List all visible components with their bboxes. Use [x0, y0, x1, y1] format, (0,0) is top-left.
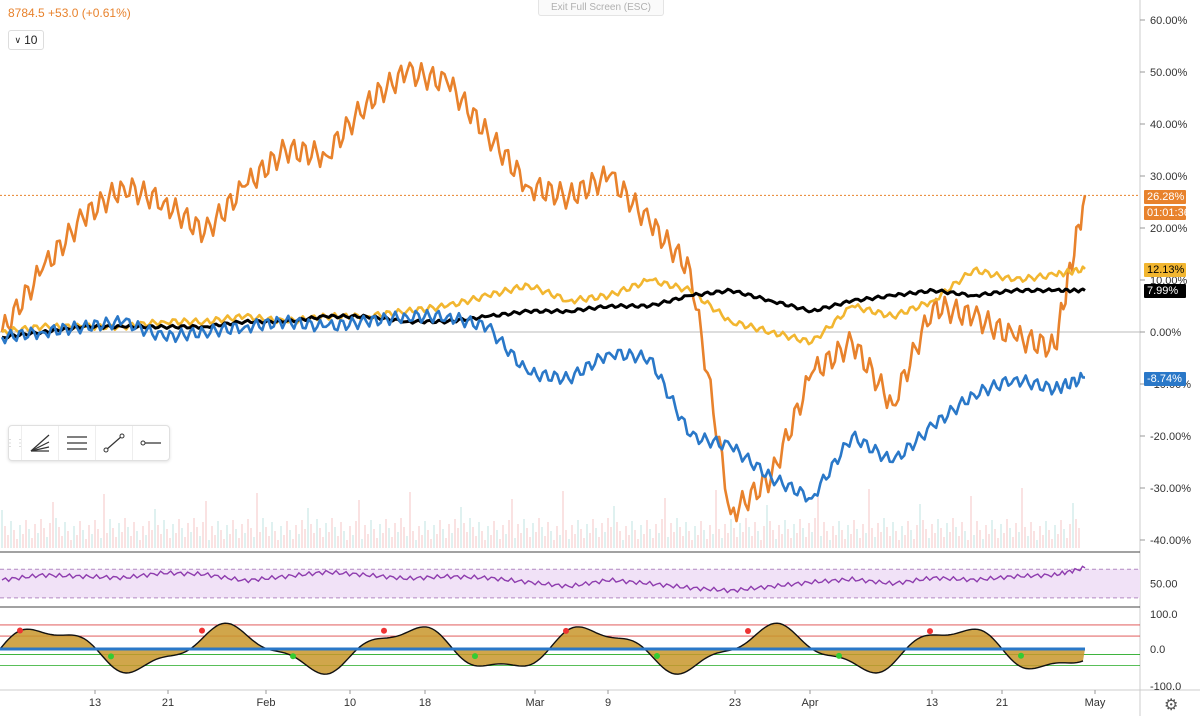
rsi-band [0, 569, 1140, 598]
x-tick-label: Mar [526, 697, 545, 709]
volume-bars [1, 488, 1080, 548]
osc-signal-dot [472, 653, 478, 660]
x-tick-label: Feb [257, 697, 276, 709]
price-tag: 01:01:36 [1144, 206, 1190, 220]
parallel-lines-icon [67, 436, 87, 450]
rsi-tick-label: 50.00 [1150, 579, 1178, 591]
osc-signal-dot [199, 627, 205, 634]
trend-line-icon [103, 433, 125, 453]
series-line [1, 265, 1086, 346]
y-tick-label: 40.00% [1150, 119, 1188, 131]
y-tick-label: 60.00% [1150, 15, 1188, 27]
osc-signal-dot [654, 652, 660, 659]
y-tick-label: 0.00% [1150, 327, 1181, 339]
drag-handle-icon[interactable]: ⋮⋮ [5, 437, 25, 449]
osc-signal-dot [290, 653, 296, 660]
osc-signal-dot [17, 627, 23, 634]
horizontal-ray-button[interactable] [132, 426, 169, 460]
x-tick-label: 13 [89, 697, 101, 709]
trend-fan-button[interactable] [21, 426, 58, 460]
price-tag: 7.99% [1144, 284, 1186, 298]
gear-icon[interactable]: ⚙ [1164, 697, 1179, 714]
series-line [1, 287, 1086, 340]
price-tag: 12.13% [1144, 263, 1186, 277]
osc-signal-dot [1018, 652, 1024, 659]
parallel-channel-button[interactable] [58, 426, 95, 460]
x-tick-label: May [1085, 697, 1106, 709]
price-tag: 26.28% [1144, 190, 1186, 204]
series-line [0, 61, 1087, 523]
osc-tick-label: 100.0 [1150, 609, 1178, 621]
chevron-down-icon: ∨ [14, 34, 22, 45]
y-tick-label: 20.00% [1150, 223, 1188, 235]
interval-value: 10 [24, 33, 38, 47]
price-tag: -8.74% [1144, 372, 1186, 386]
osc-signal-dot [745, 627, 751, 634]
interval-selector[interactable]: ∨ 10 [8, 30, 44, 50]
y-tick-label: -40.00% [1150, 535, 1191, 547]
y-tick-label: -20.00% [1150, 431, 1191, 443]
x-tick-label: 13 [926, 697, 938, 709]
rsi-line [1, 565, 1086, 594]
x-tick-label: Apr [801, 697, 818, 709]
x-tick-label: 10 [344, 697, 356, 709]
osc-signal-dot [836, 652, 842, 659]
exit-fullscreen-button[interactable]: Exit Full Screen (ESC) [538, 0, 664, 16]
x-tick-label: 21 [996, 697, 1008, 709]
osc-signal-dot [563, 627, 569, 634]
osc-signal-dot [381, 627, 387, 634]
trend-fan-icon [30, 434, 50, 452]
x-tick-label: 21 [162, 697, 174, 709]
osc-tick-label: 0.0 [1150, 644, 1165, 656]
osc-signal-dot [927, 628, 933, 635]
x-tick-label: 9 [605, 697, 611, 709]
horizontal-ray-icon [140, 440, 161, 446]
osc-line [0, 622, 1084, 675]
y-tick-label: -30.00% [1150, 483, 1191, 495]
y-tick-label: 30.00% [1150, 171, 1188, 183]
series-line [0, 308, 1086, 503]
x-tick-label: 18 [419, 697, 431, 709]
osc-tick-label: -100.0 [1150, 681, 1181, 693]
x-tick-label: 23 [729, 697, 741, 709]
symbol-legend: 8784.5 +53.0 (+0.61%) [8, 6, 131, 20]
drawing-toolbar: ⋮⋮ [5, 425, 170, 461]
trend-line-button[interactable] [95, 426, 132, 460]
y-tick-label: 50.00% [1150, 67, 1188, 79]
osc-signal-dot [108, 653, 114, 660]
